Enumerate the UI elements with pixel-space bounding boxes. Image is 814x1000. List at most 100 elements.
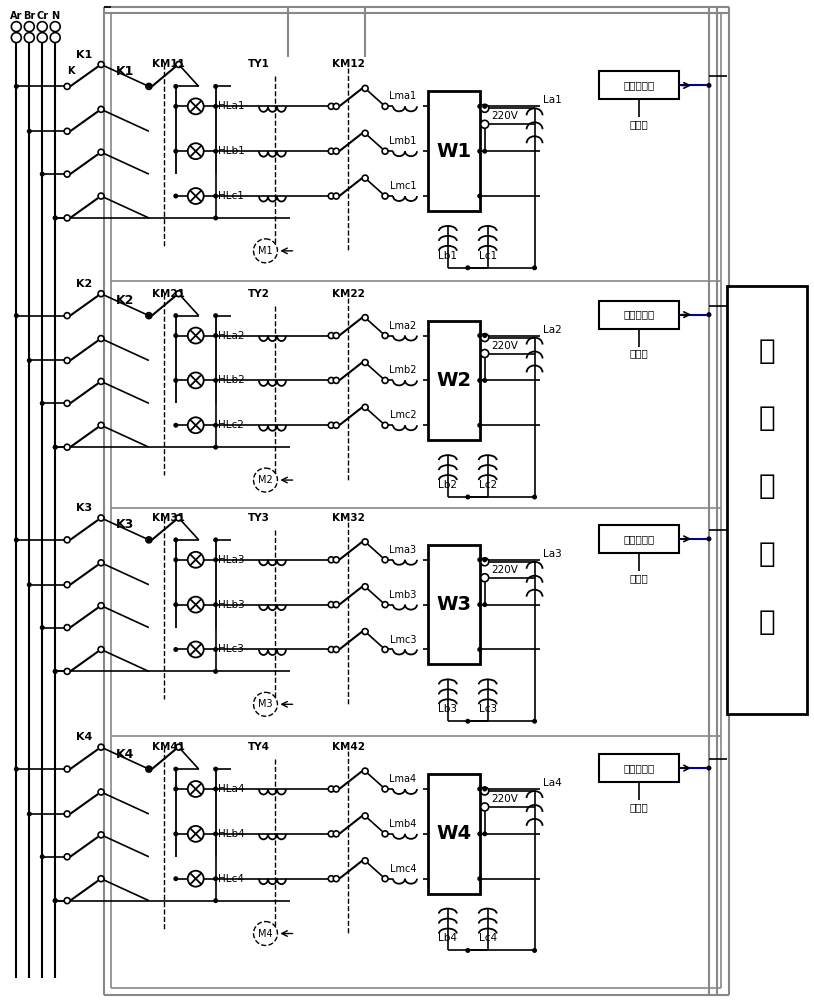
Circle shape [64,215,70,221]
Circle shape [64,83,70,89]
Circle shape [173,831,178,836]
Circle shape [98,832,104,838]
Text: Lb1: Lb1 [439,251,457,261]
Circle shape [146,83,152,89]
Circle shape [173,876,178,881]
Text: W4: W4 [436,824,471,843]
Circle shape [98,646,104,652]
Circle shape [98,336,104,342]
Circle shape [213,767,218,772]
Circle shape [477,423,482,428]
Bar [428,91,479,211]
Text: Lc3: Lc3 [479,704,497,714]
Text: N: N [51,11,59,21]
Circle shape [333,876,339,882]
Circle shape [481,574,488,582]
Circle shape [98,560,104,566]
Circle shape [14,84,19,89]
Circle shape [53,669,58,674]
Text: La3: La3 [543,549,562,559]
Text: Ar: Ar [10,11,23,21]
Text: Lb4: Lb4 [439,933,457,943]
Circle shape [482,378,488,383]
Bar [599,301,679,329]
Circle shape [213,378,218,383]
Circle shape [253,468,278,492]
Circle shape [333,333,339,339]
Circle shape [64,444,70,450]
Text: Lmc3: Lmc3 [390,635,416,645]
Circle shape [173,104,178,109]
Circle shape [213,84,218,89]
Circle shape [98,515,104,521]
Text: HLa2: HLa2 [217,331,244,341]
Text: 热电偶: 热电偶 [630,349,649,359]
Circle shape [328,377,335,383]
Circle shape [147,84,151,89]
Text: 220V: 220V [491,565,518,575]
Text: K4: K4 [76,732,92,742]
Circle shape [146,766,152,772]
Circle shape [477,378,482,383]
Text: 控: 控 [759,404,775,432]
Text: KM21: KM21 [152,289,186,299]
Circle shape [382,193,388,199]
Circle shape [64,668,70,674]
Text: Lc2: Lc2 [479,480,497,490]
Circle shape [64,854,70,860]
Text: K3: K3 [76,503,92,513]
Circle shape [53,898,58,903]
Circle shape [482,104,488,109]
Circle shape [382,831,388,837]
Circle shape [64,766,70,772]
Text: Lmc1: Lmc1 [390,181,416,191]
Circle shape [481,120,488,128]
Circle shape [146,313,152,319]
Circle shape [173,767,178,772]
Circle shape [482,149,488,154]
Circle shape [466,948,470,953]
Text: Lma1: Lma1 [389,91,417,101]
Circle shape [477,104,482,109]
Bar [599,525,679,553]
Circle shape [176,291,182,297]
Circle shape [382,557,388,563]
Circle shape [481,803,488,811]
Circle shape [362,175,368,181]
Circle shape [98,876,104,882]
Circle shape [481,350,488,357]
Text: Lmb3: Lmb3 [389,590,417,600]
Text: 温度控制器: 温度控制器 [624,763,654,773]
Circle shape [382,333,388,339]
Circle shape [213,876,218,881]
Circle shape [333,193,339,199]
Circle shape [362,858,368,864]
Circle shape [146,537,152,543]
Circle shape [382,646,388,652]
Circle shape [53,669,58,674]
Text: HLb1: HLb1 [217,146,244,156]
Circle shape [328,422,335,428]
Circle shape [481,334,488,342]
Circle shape [98,378,104,384]
Circle shape [328,193,335,199]
Circle shape [27,129,32,134]
Circle shape [382,422,388,428]
Circle shape [176,515,182,521]
Circle shape [98,744,104,750]
Circle shape [328,148,335,154]
Circle shape [188,372,204,388]
Circle shape [482,831,488,836]
Text: TY1: TY1 [247,59,269,69]
Circle shape [173,84,178,89]
Circle shape [213,149,218,154]
Circle shape [333,646,339,652]
Circle shape [362,539,368,545]
Text: HLb3: HLb3 [217,600,244,610]
Circle shape [362,404,368,410]
Circle shape [24,33,34,43]
Circle shape [482,333,488,338]
Circle shape [173,787,178,792]
Text: W3: W3 [436,595,471,614]
Circle shape [27,582,32,587]
